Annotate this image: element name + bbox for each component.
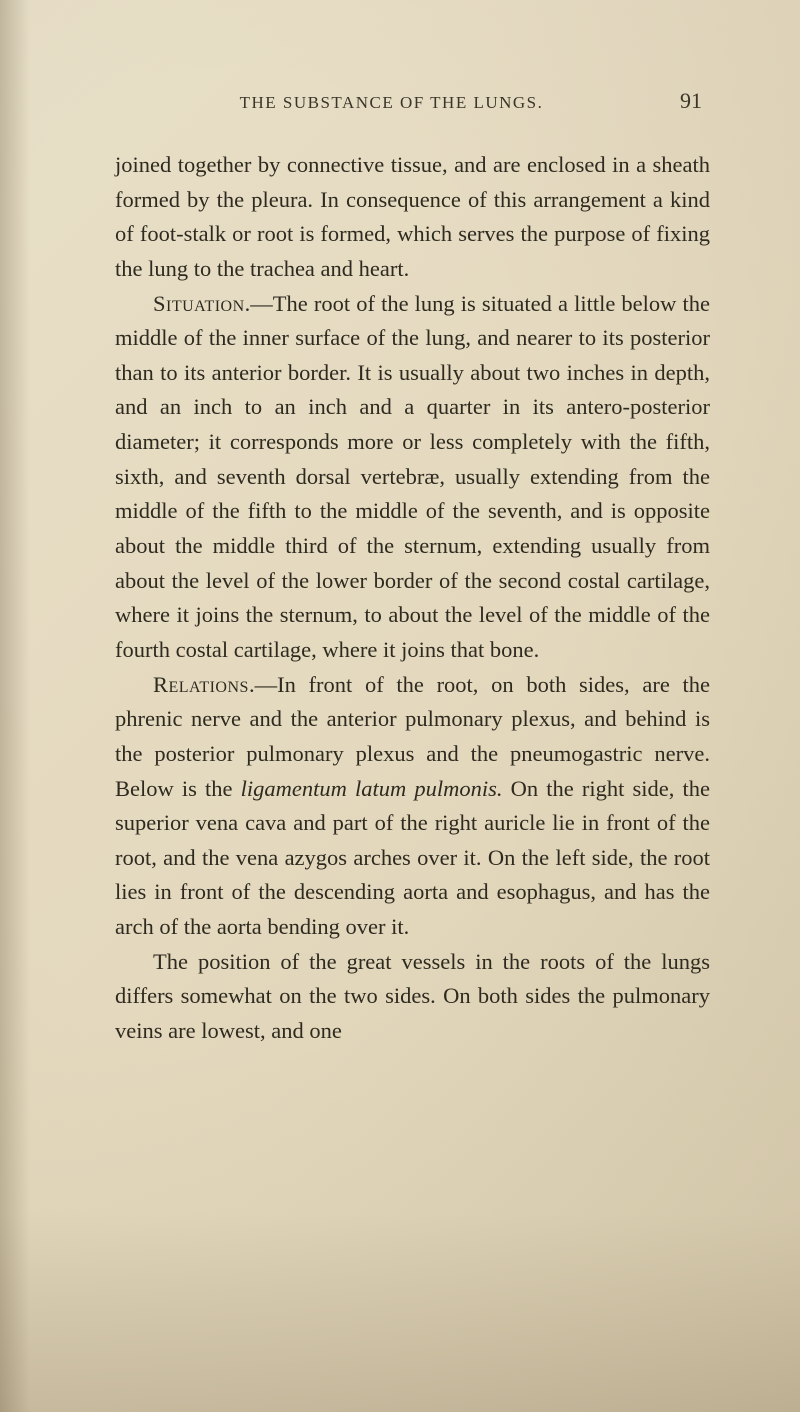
- running-title: THE SUBSTANCE OF THE LUNGS.: [123, 93, 660, 113]
- text-run: The position of the great vessels in the…: [115, 949, 710, 1043]
- page-header: THE SUBSTANCE OF THE LUNGS. 91: [115, 88, 710, 114]
- body-text: joined together by connective tissue, an…: [115, 148, 710, 1049]
- page-number: 91: [680, 88, 702, 114]
- paragraph-situation: Situation.—The root of the lung is situa…: [115, 287, 710, 668]
- section-heading-situation: Situation: [153, 291, 245, 316]
- latin-term: liga­mentum latum pulmonis.: [241, 776, 503, 801]
- text-run: .—The root of the lung is situated a lit…: [115, 291, 710, 662]
- text-run: joined together by connective tissue, an…: [115, 152, 710, 281]
- paragraph-continuation: joined together by connective tissue, an…: [115, 148, 710, 287]
- paragraph-relations: Relations.—In front of the root, on both…: [115, 668, 710, 945]
- section-heading-relations: Relations: [153, 672, 249, 697]
- page-container: THE SUBSTANCE OF THE LUNGS. 91 joined to…: [0, 0, 800, 1412]
- paragraph-position: The position of the great vessels in the…: [115, 945, 710, 1049]
